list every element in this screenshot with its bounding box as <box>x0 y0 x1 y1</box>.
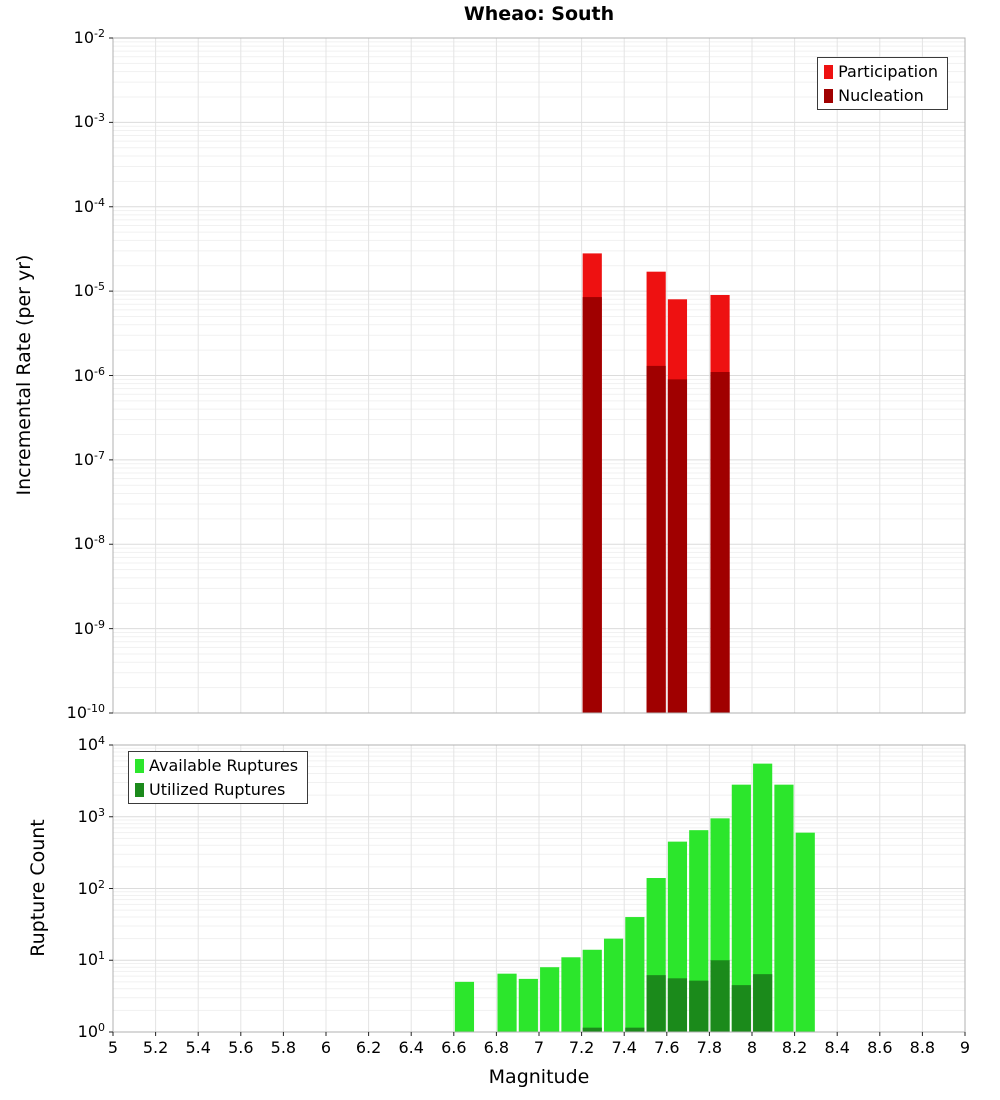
participation-marker-icon <box>824 64 834 79</box>
bars-available-ruptures <box>454 763 815 1032</box>
gridlines-plot1 <box>112 744 966 1033</box>
ticks-plot1 <box>109 744 966 1036</box>
bar <box>497 973 517 1032</box>
available-ruptures-marker-icon <box>135 758 144 773</box>
bar <box>625 1027 645 1032</box>
legend-entry-available-ruptures: Available Ruptures <box>135 756 298 775</box>
gridlines-plot0 <box>112 37 966 714</box>
bar <box>667 978 688 1032</box>
bar <box>753 974 773 1032</box>
x-axis-label: Magnitude <box>488 1066 590 1088</box>
legend-rate: Participation Nucleation <box>817 57 948 111</box>
chart-title: Wheao: South <box>463 3 615 25</box>
bar <box>731 985 751 1032</box>
ticks-plot0 <box>109 37 113 714</box>
y-axis-label-rate: Incremental Rate (per yr) <box>13 254 35 496</box>
bar <box>582 1027 602 1032</box>
y-axis-label-count: Rupture Count <box>27 819 49 957</box>
bars-nucleation <box>582 297 730 713</box>
bar <box>710 372 730 713</box>
legend-count: Available Ruptures Utilized Ruptures <box>128 751 309 805</box>
legend-label-available-ruptures: Available Ruptures <box>149 756 299 775</box>
bar <box>518 978 538 1032</box>
bar <box>710 960 730 1032</box>
bar <box>561 957 581 1032</box>
bar <box>646 365 666 713</box>
bar <box>774 784 794 1032</box>
bar <box>795 832 815 1032</box>
utilized-ruptures-marker-icon <box>135 782 144 797</box>
legend-entry-nucleation: Nucleation <box>824 86 938 105</box>
bar <box>582 949 602 1032</box>
bar <box>646 975 666 1032</box>
bar <box>454 981 475 1032</box>
legend-label-utilized-ruptures: Utilized Ruptures <box>149 780 286 800</box>
bar <box>603 938 624 1032</box>
bar <box>540 967 560 1032</box>
legend-entry-utilized-ruptures: Utilized Ruptures <box>135 780 298 799</box>
bar <box>753 763 773 1032</box>
bar <box>667 379 688 713</box>
bar <box>689 980 709 1032</box>
legend-label-participation: Participation <box>838 62 938 81</box>
nucleation-marker-icon <box>824 88 834 103</box>
legend-entry-participation: Participation <box>824 62 938 81</box>
bar <box>625 917 645 1032</box>
bar <box>731 784 751 1032</box>
legend-label-nucleation: Nucleation <box>838 86 924 106</box>
bars-utilized-ruptures <box>582 960 773 1032</box>
bar <box>582 297 602 713</box>
